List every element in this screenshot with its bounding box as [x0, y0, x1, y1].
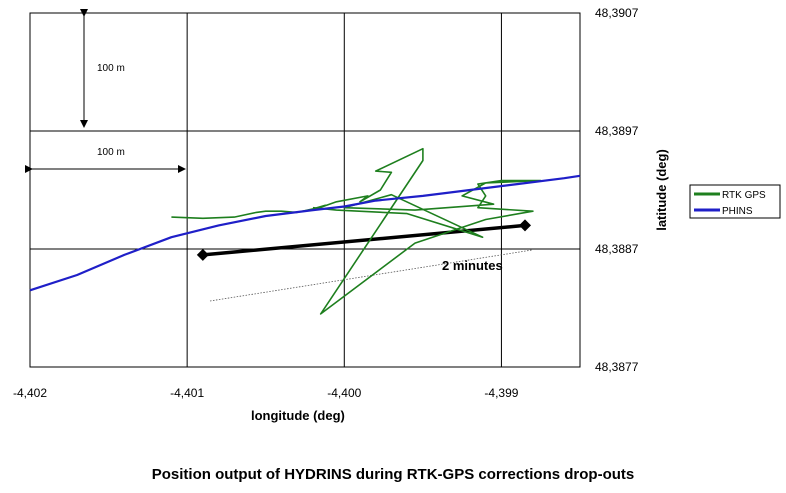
x-tick-label-2: -4,400 — [327, 386, 361, 400]
interval-label: 2 minutes — [442, 258, 503, 273]
interval-marker-1 — [519, 219, 531, 232]
x-tick-labels: -4,402 -4,401 -4,400 -4,399 — [13, 386, 519, 400]
series-group — [29, 147, 581, 315]
y-tick-label-1: 48,3887 — [595, 242, 639, 256]
y-axis-title: latitude (deg) — [654, 149, 669, 231]
interval-segment — [196, 219, 531, 261]
series-line-phins — [29, 174, 581, 292]
legend: RTK GPS PHINS — [689, 184, 781, 219]
y-tick-labels: 48,3877 48,3887 48,3897 48,3907 — [595, 6, 639, 374]
plot-border — [29, 12, 581, 368]
y-tick-label-0: 48,3877 — [595, 360, 639, 374]
y-tick-label-2: 48,3897 — [595, 124, 639, 138]
interval-marker-0 — [196, 248, 209, 261]
y-tick-label-3: 48,3907 — [595, 6, 639, 20]
x-tick-label-3: -4,399 — [484, 386, 518, 400]
x-axis-title: longitude (deg) — [251, 408, 345, 423]
x-tick-label-0: -4,402 — [13, 386, 47, 400]
legend-label-phins: PHINS — [722, 206, 753, 217]
scale-label-vertical: 100 m — [97, 63, 125, 74]
plot-area — [30, 13, 580, 367]
x-tick-label-1: -4,401 — [170, 386, 204, 400]
figure-caption: Position output of HYDRINS during RTK-GP… — [151, 466, 635, 483]
legend-label-rtk-gps: RTK GPS — [722, 190, 766, 201]
scale-label-horizontal: 100 m — [97, 147, 125, 158]
legend-box — [689, 184, 781, 219]
interval-line — [202, 223, 526, 257]
